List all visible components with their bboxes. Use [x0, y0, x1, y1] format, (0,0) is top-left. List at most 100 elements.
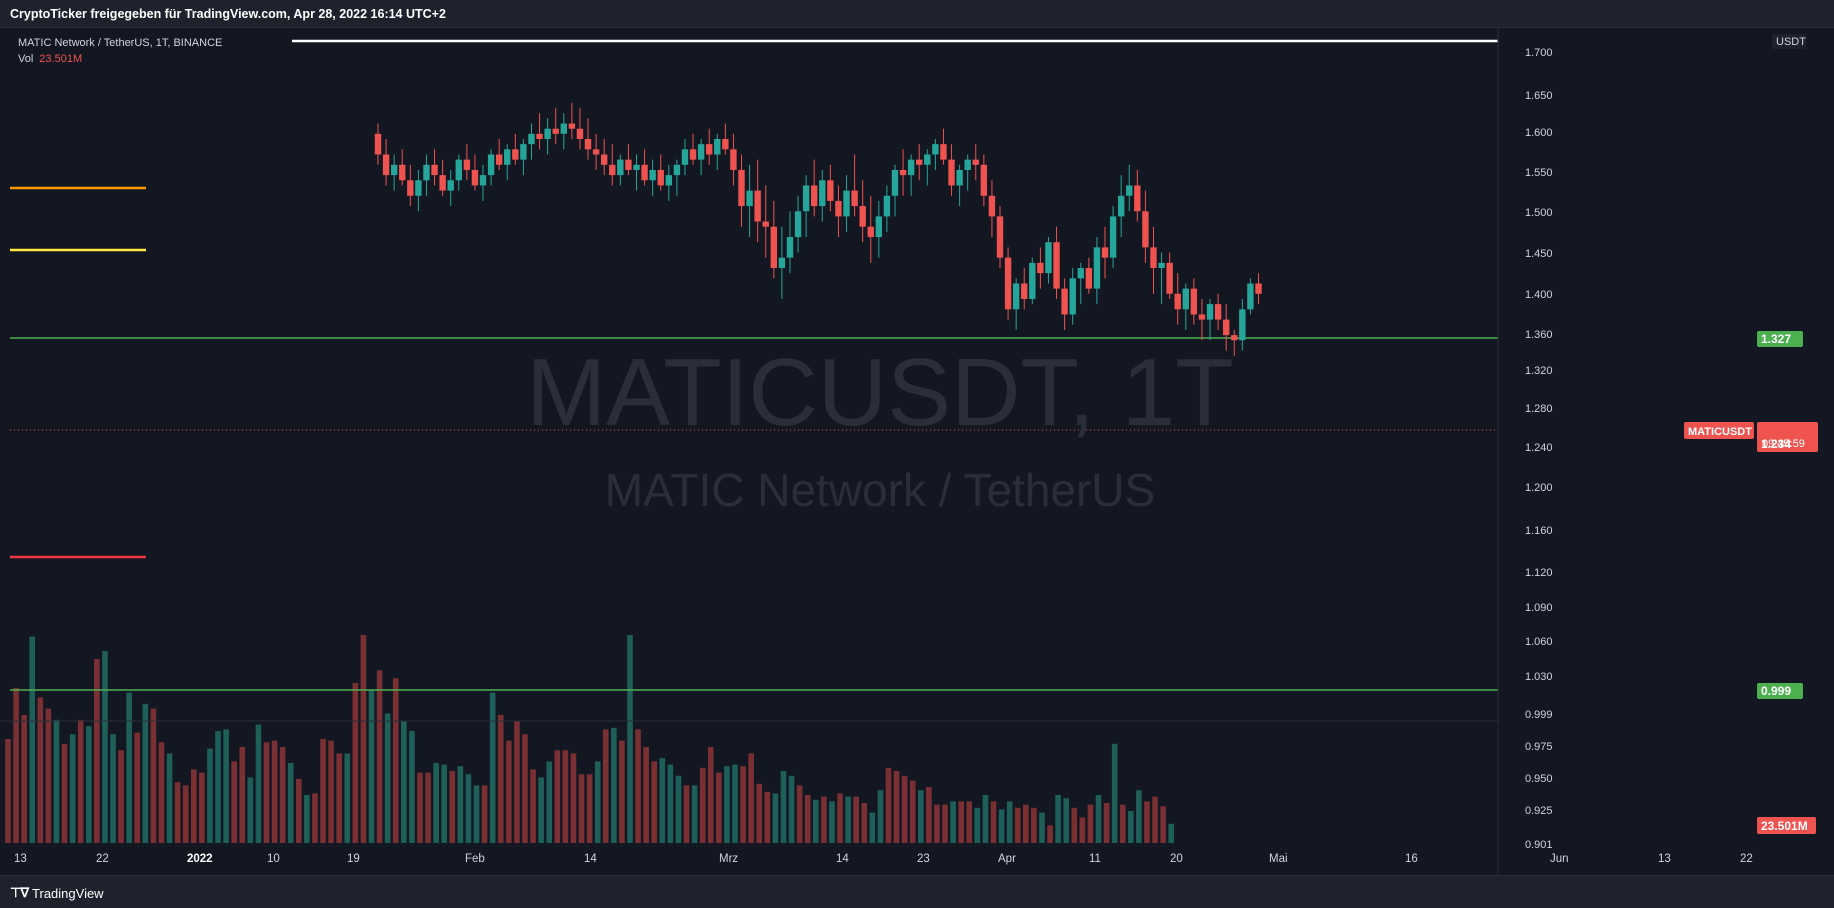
candle-body	[1037, 262, 1044, 274]
x-tick-label: 22	[1740, 853, 1753, 865]
volume-bar	[1152, 796, 1158, 843]
candle-body	[786, 237, 794, 258]
last-price-label[interactable]: 1.234	[1757, 422, 1818, 452]
candle-body	[1142, 211, 1149, 248]
candle-body	[374, 133, 382, 155]
volume-bar	[522, 734, 528, 843]
candle-body	[899, 169, 907, 176]
candle-body	[479, 175, 487, 186]
volume-bar	[328, 740, 334, 843]
x-tick-label: 11	[1089, 853, 1101, 865]
volume-bar	[247, 777, 254, 843]
volume-bar	[312, 793, 318, 843]
x-tick-label: 14	[836, 853, 849, 865]
volume-bar	[296, 779, 302, 843]
volume-bar	[893, 771, 900, 843]
price-label-0999[interactable]: 0.999	[1757, 683, 1803, 699]
volume-bar	[764, 791, 771, 843]
x-tick-label: 19	[347, 853, 360, 865]
candle-body	[657, 169, 664, 186]
volume-bar	[231, 761, 237, 843]
volume-bar	[94, 659, 100, 843]
candle-body	[1255, 283, 1262, 294]
volume-bar	[877, 790, 884, 843]
candle-body	[1198, 314, 1206, 320]
candle-body	[956, 169, 963, 186]
volume-bar	[110, 734, 116, 843]
volume-bar	[724, 766, 730, 843]
last-symbol-label-text: MATICUSDT	[1688, 426, 1752, 438]
symbol-description[interactable]: MATIC Network / TetherUS, 1T, BINANCE	[18, 37, 223, 49]
candle-body	[633, 164, 640, 170]
y-tick-label: 1.450	[1525, 248, 1553, 260]
y-tick-label: 0.901	[1525, 839, 1553, 851]
y-tick-label: 1.280	[1525, 403, 1553, 415]
usdt-label-bg	[1772, 34, 1806, 49]
volume-bar	[683, 785, 690, 843]
y-tick-label: 1.700	[1525, 47, 1553, 59]
volume-bar	[772, 793, 779, 843]
candle-body	[471, 169, 479, 186]
volume-bar	[611, 727, 617, 843]
volume-bar	[780, 771, 787, 843]
volume-bar	[691, 785, 698, 843]
y-tick-label: 1.360	[1525, 329, 1553, 341]
x-tick-label: Mai	[1269, 853, 1288, 865]
candle-body	[819, 180, 826, 207]
usdt-label[interactable]: USDT	[1772, 34, 1806, 49]
y-tick-label: 0.950	[1525, 773, 1553, 785]
last-symbol-label[interactable]: MATICUSDT	[1684, 422, 1754, 439]
volume-bar	[207, 748, 213, 843]
volume-bar	[1087, 804, 1094, 843]
volume-bar	[255, 724, 262, 843]
y-tick-label: 0.925	[1525, 805, 1553, 817]
volume-bar	[13, 687, 19, 843]
volume-bar	[619, 740, 625, 843]
candle-body	[1021, 283, 1028, 299]
candle-body	[1085, 268, 1093, 289]
volume-bar	[667, 764, 674, 843]
candle-body	[552, 128, 559, 134]
price-label-1327[interactable]: 1.327	[1757, 331, 1803, 347]
share-title: CryptoTicker freigegeben für TradingView…	[10, 7, 446, 21]
volume-bar	[643, 747, 649, 843]
volume-bar	[1063, 798, 1070, 843]
volume-bar	[732, 764, 738, 843]
brand-name: TradingView	[32, 885, 104, 901]
candle-body	[568, 123, 576, 129]
volume-bar	[861, 803, 868, 843]
volume-bar	[29, 636, 36, 843]
volume-bar	[918, 790, 924, 843]
candle-body	[673, 164, 681, 176]
volume-bar	[578, 774, 585, 843]
candle-body	[536, 133, 543, 139]
brand[interactable]: ⊤∇ TradingView	[10, 885, 104, 901]
volume-bar	[966, 801, 973, 843]
candle-body	[778, 257, 786, 268]
candle-body	[1029, 262, 1036, 299]
volume-bar	[69, 734, 76, 843]
volume-bar	[126, 692, 132, 843]
candle-body	[1069, 278, 1076, 315]
candle-body	[390, 164, 398, 176]
volume-bar	[279, 747, 286, 843]
volume-bar	[530, 769, 536, 843]
volume-bar	[1160, 806, 1166, 843]
candle-body	[980, 164, 988, 196]
candle-body	[940, 144, 947, 160]
volume-bar	[1111, 743, 1118, 843]
volume-bar	[627, 635, 633, 843]
volume-price-label[interactable]: 23.501M	[1757, 817, 1816, 834]
y-tick-label: 1.200	[1525, 482, 1553, 494]
y-tick-label: 1.160	[1525, 525, 1553, 537]
volume-bar	[352, 683, 359, 843]
y-tick-label: 1.120	[1525, 567, 1553, 579]
candle-body	[1126, 185, 1133, 196]
volume-bar	[990, 801, 997, 843]
y-tick-label: 1.550	[1525, 167, 1553, 179]
candle-body	[794, 211, 802, 238]
candle-body	[827, 180, 834, 201]
y-tick-label: 0.975	[1525, 741, 1553, 753]
candle-body	[1045, 242, 1052, 274]
